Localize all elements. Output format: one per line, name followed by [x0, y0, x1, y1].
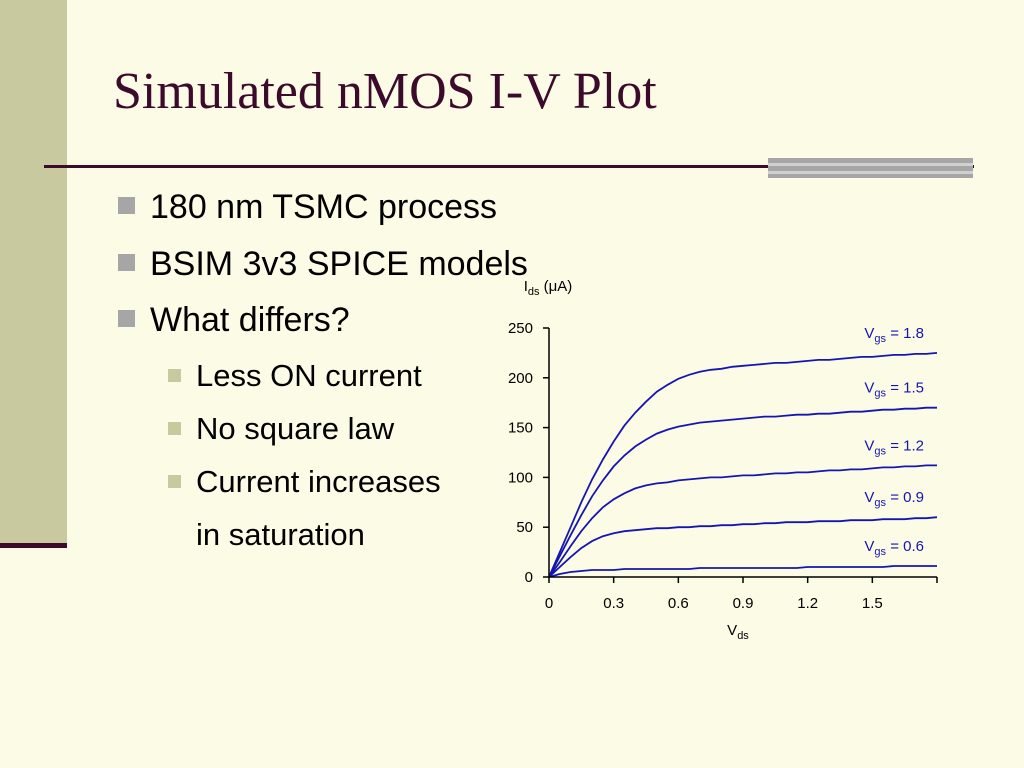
series-label-1: Vgs = 1.5 — [864, 380, 924, 400]
x-tick-label: 1.2 — [797, 595, 818, 612]
y-tick-label: 150 — [508, 420, 533, 437]
series-label-3: Vgs = 0.9 — [864, 489, 924, 509]
series-label-0-main: V — [864, 325, 874, 342]
series-label-4-rest: = 0.6 — [886, 538, 924, 555]
side-band-accent-line — [0, 543, 67, 548]
y-axis-label-rest: (μA) — [539, 278, 572, 295]
y-tick-label: 50 — [516, 519, 533, 536]
bullet-text: What differs? — [150, 301, 350, 339]
series-label-3-sub: gs — [874, 497, 886, 509]
sub-bullet-item: Less ON current — [168, 358, 422, 394]
bullet-text: BSIM 3v3 SPICE models — [150, 245, 528, 283]
x-tick-label: 0.6 — [668, 595, 689, 612]
series-label-3-rest: = 0.9 — [886, 489, 924, 506]
series-label-3-main: V — [864, 489, 874, 506]
title-rule-accent — [768, 158, 973, 178]
series-label-1-sub: gs — [874, 388, 886, 400]
series-label-0-sub: gs — [874, 333, 886, 345]
square-bullet-icon — [118, 310, 135, 327]
square-bullet-icon — [168, 422, 181, 435]
x-axis-label-main: V — [727, 622, 737, 639]
bullet-item: What differs? — [118, 301, 350, 340]
x-axis-label-sub: ds — [737, 630, 749, 642]
sub-bullet-item: Current increases — [168, 464, 441, 500]
title-rule — [44, 165, 974, 168]
y-axis-label: Ids (μA) — [524, 278, 573, 298]
series-line-1 — [548, 406, 937, 578]
square-bullet-icon — [168, 369, 181, 382]
series-label-1-main: V — [864, 380, 874, 397]
y-tick-label: 0 — [525, 569, 533, 586]
square-bullet-icon — [118, 254, 135, 271]
series-line-4 — [548, 565, 937, 578]
series-label-2: Vgs = 1.2 — [864, 437, 924, 457]
square-bullet-icon — [168, 475, 181, 488]
series-label-2-main: V — [864, 437, 874, 454]
side-band — [0, 0, 67, 546]
series-line-0 — [548, 352, 938, 578]
x-tick-label: 1.5 — [862, 595, 883, 612]
x-tick-label: 0.9 — [733, 595, 754, 612]
series-label-4-main: V — [864, 538, 874, 555]
sub-bullet-item: No square law — [168, 411, 394, 447]
series-label-0-rest: = 1.8 — [886, 325, 924, 342]
x-tick-label: 0 — [545, 595, 553, 612]
y-tick-label: 250 — [508, 320, 533, 337]
series-line-3 — [548, 516, 938, 578]
bullet-continuation: in saturation — [196, 517, 365, 552]
slide-title: Simulated nMOS I-V Plot — [113, 63, 657, 120]
series-label-4-sub: gs — [874, 546, 886, 558]
x-axis-label: Vds — [727, 622, 749, 642]
bullet-text: Current increases — [196, 464, 441, 499]
bullet-item: 180 nm TSMC process — [118, 188, 497, 227]
square-bullet-icon — [118, 197, 135, 214]
bullet-item: BSIM 3v3 SPICE models — [118, 245, 528, 284]
series-line-2 — [548, 464, 937, 578]
series-label-4: Vgs = 0.6 — [864, 538, 924, 558]
bullet-text: No square law — [196, 411, 395, 446]
series-label-2-rest: = 1.2 — [886, 437, 924, 454]
bullet-text: 180 nm TSMC process — [150, 188, 498, 226]
bullet-text: Less ON current — [196, 358, 422, 393]
x-tick-label: 0.3 — [603, 595, 624, 612]
series-label-0: Vgs = 1.8 — [864, 325, 924, 345]
series-label-1-rest: = 1.5 — [886, 380, 924, 397]
y-tick-label: 100 — [508, 469, 533, 486]
series-label-2-sub: gs — [874, 445, 886, 457]
y-tick-label: 200 — [508, 370, 533, 387]
y-axis-label-sub: ds — [528, 286, 540, 298]
